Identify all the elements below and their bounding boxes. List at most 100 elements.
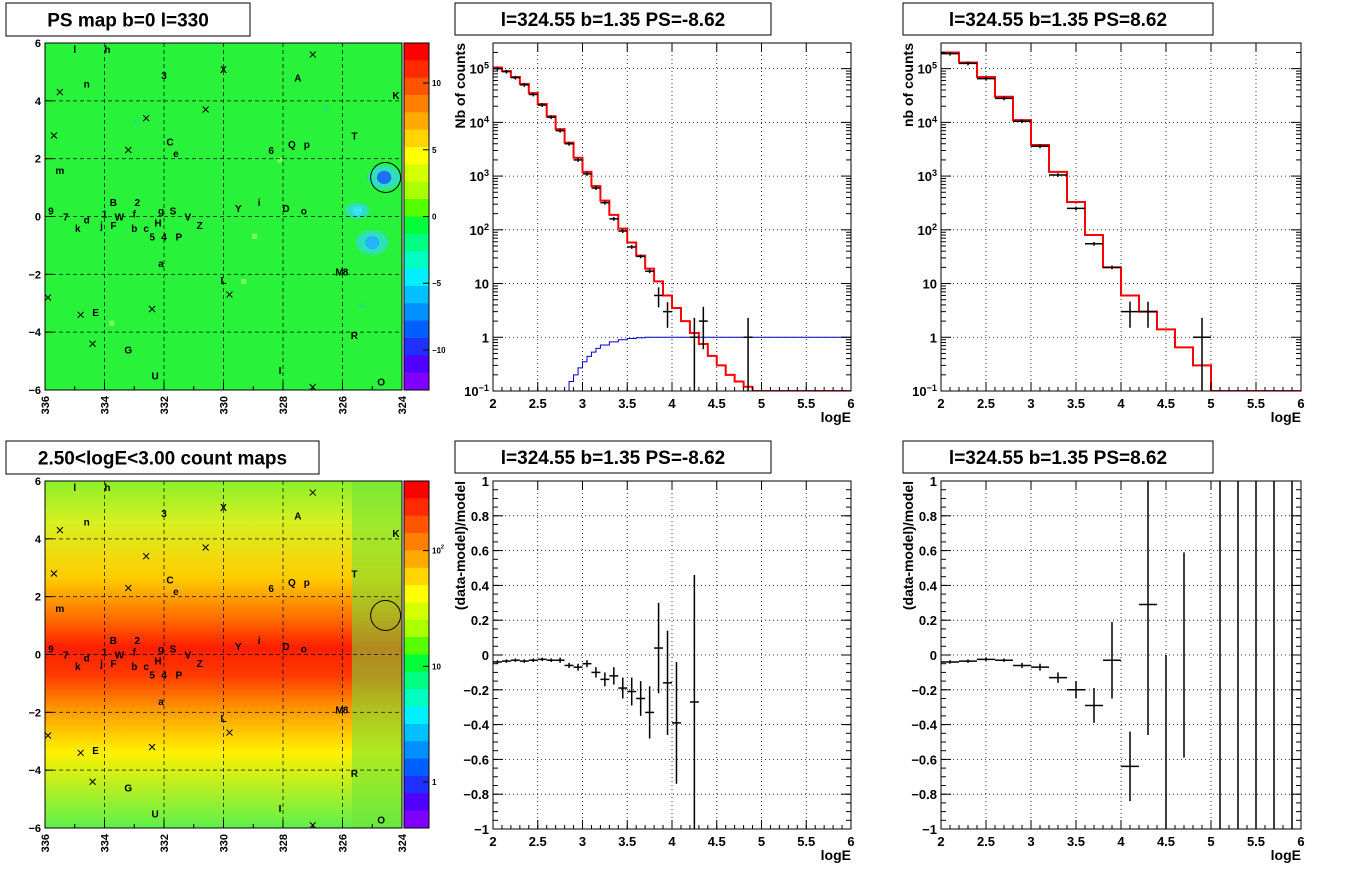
plot-ytick-label: −0.8: [463, 787, 489, 802]
heatmap-xtick-label: 332: [159, 834, 171, 852]
plot-xtick-label: 5: [1207, 834, 1214, 849]
heatmap-source-label: a: [158, 259, 164, 270]
heatmap-source-label: d: [84, 215, 90, 226]
heatmap-title-box: [5, 440, 320, 475]
plot-ytick-label: 102: [469, 222, 489, 238]
plot-xtick-label: 2.5: [529, 396, 547, 411]
plot-ytick-label: 104: [469, 114, 489, 130]
heatmap-source-label: n: [84, 79, 90, 90]
plot-xtick-label: 2.5: [977, 834, 995, 849]
heatmap-source-circle: [370, 161, 402, 193]
heatmap-source-label: W: [115, 213, 125, 224]
heatmap-marker: [50, 132, 58, 139]
plot-xtick-label: 4: [668, 834, 676, 849]
heatmap-source-label: H: [154, 218, 161, 229]
heatmap-source-circle: [370, 599, 402, 631]
plot-xtick-label: 4: [668, 396, 676, 411]
colorbar-frame: [403, 480, 430, 829]
colorbar-tick-label: −5: [432, 279, 442, 288]
heatmap-source-label: 8: [343, 267, 349, 278]
plot-xtick-label: 4: [1117, 396, 1125, 411]
heatmap-source-label: k: [75, 224, 81, 235]
plot-title: l=324.55 b=1.35 PS=8.62: [949, 10, 1167, 31]
plot-xtick-label: 5: [758, 834, 765, 849]
plot-ylabel: Nb of counts: [452, 43, 468, 129]
heatmap-source-label: 1: [102, 210, 108, 221]
plot-xtick-label: 5: [1207, 396, 1214, 411]
heatmap-marker: [89, 778, 96, 786]
heatmap-pixel: [241, 278, 247, 284]
colorbar-cell: [404, 637, 429, 655]
colorbar-cell: [404, 533, 429, 551]
plot-body: [941, 481, 1301, 829]
heatmap-source-label: f: [133, 648, 137, 659]
heatmap-source-label: D: [282, 204, 289, 215]
plot-xtick-label: 5.5: [797, 834, 815, 849]
colorbar-cell: [404, 481, 429, 499]
colorbar-tick-label: 10: [432, 79, 441, 88]
plot-xlabel: logE: [1271, 847, 1301, 863]
plot-xtick-label: 4.5: [1157, 396, 1175, 411]
heatmap-source-label: o: [301, 645, 307, 656]
heatmap-marker: [309, 51, 317, 58]
heatmap-source-label: l: [73, 483, 76, 494]
heatmap-source-label: j: [99, 221, 103, 232]
heatmap-marker: [309, 489, 317, 496]
colorbar-cell: [404, 758, 429, 777]
heatmap-ytick-label: −6: [28, 385, 41, 397]
heatmap-ytick-label: −2: [28, 707, 41, 719]
colorbar-cell: [404, 671, 429, 690]
heatmap-source-label: R: [351, 769, 359, 780]
heatmap-marker: [56, 526, 64, 534]
heatmap-source-label: B: [110, 636, 117, 647]
heatmap-blob: [352, 206, 363, 216]
colorbar-cell: [404, 77, 429, 96]
colorbar-cell: [404, 372, 429, 391]
heatmap-source-label: U: [151, 372, 158, 383]
heatmap-source-label: L: [220, 276, 226, 287]
plot-xtick-label: 2.5: [529, 834, 547, 849]
heatmap-source-label: i: [258, 636, 261, 647]
colorbar-cell: [404, 567, 429, 586]
heatmap-ytick-label: −4: [28, 327, 41, 339]
colorbar-cell: [404, 112, 429, 131]
heatmap-source-label: S: [170, 207, 177, 218]
plot-title-box: [902, 2, 1214, 36]
heatmap-source-label: O: [377, 815, 385, 826]
colorbar-cell: [404, 723, 429, 742]
colorbar-tick-label: 5: [432, 146, 437, 155]
heatmap-source-label: f: [133, 210, 137, 221]
colorbar-cell: [404, 337, 429, 356]
plot-xtick-label: 2.5: [977, 396, 995, 411]
heatmap-pixel: [252, 233, 258, 239]
plot-xtick-label: 3: [579, 834, 586, 849]
plot-xtick-label: 3.5: [1067, 834, 1085, 849]
heatmap-marker: [202, 106, 210, 113]
colorbar-cell: [404, 181, 429, 200]
plot-ytick-label: 103: [917, 168, 937, 184]
colorbar-cell: [404, 129, 429, 148]
plot-xtick-label: 2: [489, 396, 496, 411]
plot-xtick-label: 3: [1027, 396, 1034, 411]
heatmap-source-label: Q: [288, 140, 296, 151]
heatmap-source-label: Z: [197, 221, 203, 232]
plot-xtick-label: 4.5: [708, 834, 726, 849]
heatmap-source-label: j: [99, 659, 103, 670]
heatmap-xtick-label: 336: [40, 834, 52, 852]
plot-ytick-label: −0.6: [911, 752, 937, 767]
colorbar-cell: [404, 251, 429, 270]
heatmap-marker: [56, 88, 64, 96]
colorbar-cell: [404, 602, 429, 621]
heatmap-marker: [148, 305, 156, 313]
colorbar-cell: [404, 303, 429, 322]
heatmap-source-label: 2: [134, 636, 140, 647]
plot-ytick-label: 0: [482, 648, 489, 663]
heatmap-xtick-label: 330: [219, 396, 231, 414]
heatmap-ytick-label: −6: [28, 823, 41, 835]
plot-ytick-label: 0.4: [919, 578, 938, 593]
heatmap-ytick-label: 2: [35, 592, 41, 604]
heatmap-marker: [142, 114, 150, 122]
colorbar-cell: [404, 775, 429, 794]
